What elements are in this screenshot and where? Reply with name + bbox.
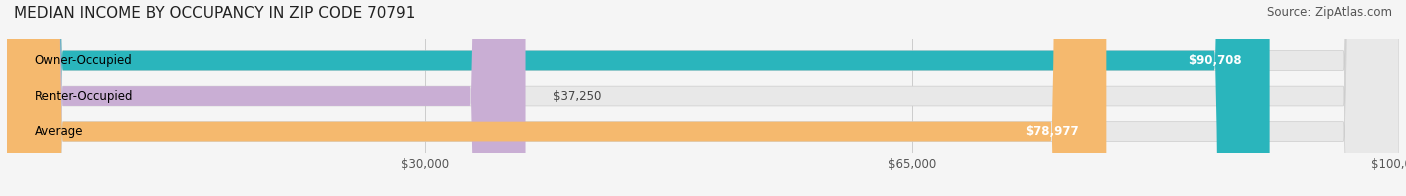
- FancyBboxPatch shape: [7, 0, 526, 196]
- Text: $37,250: $37,250: [554, 90, 602, 103]
- FancyBboxPatch shape: [7, 0, 1270, 196]
- Text: $90,708: $90,708: [1188, 54, 1241, 67]
- Text: Source: ZipAtlas.com: Source: ZipAtlas.com: [1267, 6, 1392, 19]
- FancyBboxPatch shape: [7, 0, 1399, 196]
- Text: MEDIAN INCOME BY OCCUPANCY IN ZIP CODE 70791: MEDIAN INCOME BY OCCUPANCY IN ZIP CODE 7…: [14, 6, 415, 21]
- Text: Owner-Occupied: Owner-Occupied: [35, 54, 132, 67]
- FancyBboxPatch shape: [7, 0, 1399, 196]
- Text: $78,977: $78,977: [1025, 125, 1078, 138]
- FancyBboxPatch shape: [7, 0, 1107, 196]
- FancyBboxPatch shape: [7, 0, 1399, 196]
- Text: Average: Average: [35, 125, 83, 138]
- Text: Renter-Occupied: Renter-Occupied: [35, 90, 134, 103]
